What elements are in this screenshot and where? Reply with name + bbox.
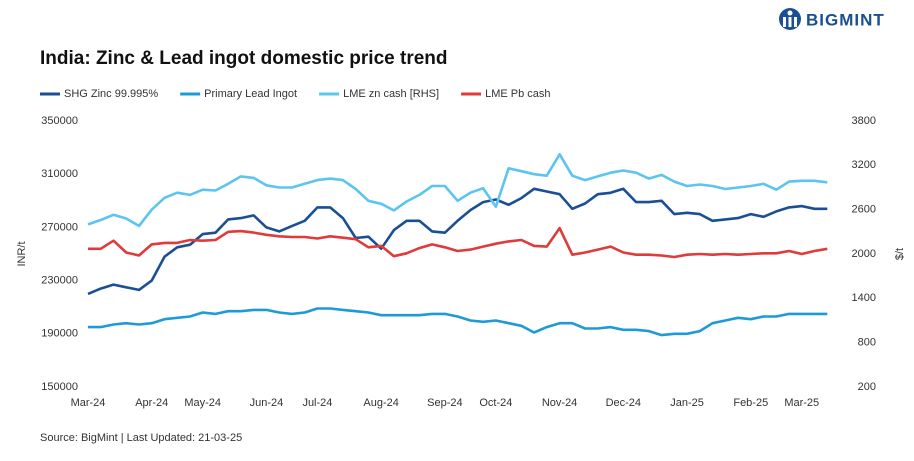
legend-label: LME zn cash [RHS] — [343, 88, 439, 100]
y-tick-label: 310000 — [41, 168, 78, 180]
x-tick-label: Nov-24 — [542, 397, 577, 409]
x-tick-label: Jan-25 — [670, 397, 704, 409]
source-note: Source: BigMint | Last Updated: 21-03-25 — [40, 432, 242, 444]
series-line — [88, 226, 828, 259]
logo-bar — [794, 17, 797, 27]
logo-bar — [788, 17, 792, 27]
chart-title: India: Zinc & Lead ingot domestic price … — [40, 48, 448, 69]
logo-head — [787, 10, 793, 16]
x-tick-label: Sep-24 — [427, 397, 462, 409]
x-tick-label: Oct-24 — [479, 397, 512, 409]
series-line — [87, 153, 828, 228]
y2-tick-label: 200 — [858, 381, 876, 393]
y-tick-label: 150000 — [41, 381, 78, 393]
y2-tick-label: 800 — [858, 337, 876, 349]
legend-label: SHG Zinc 99.995% — [64, 88, 158, 100]
series-line — [87, 187, 828, 296]
x-tick-label: Jun-24 — [250, 397, 284, 409]
logo-icon — [779, 8, 801, 30]
x-tick-label: Apr-24 — [135, 397, 168, 409]
x-tick-label: Mar-25 — [784, 397, 819, 409]
y-tick-label: 230000 — [41, 275, 78, 287]
series-line — [88, 307, 828, 337]
y-axis-label: INR/t — [16, 241, 28, 266]
logo-text: BIGMINT — [806, 10, 885, 29]
x-tick-label: Aug-24 — [363, 397, 398, 409]
y2-axis-label: $/t — [894, 248, 906, 260]
x-tick-label: Jul-24 — [302, 397, 332, 409]
y2-tick-label: 3200 — [852, 159, 876, 171]
legend-label: Primary Lead Ingot — [204, 88, 297, 100]
y2-tick-label: 1400 — [852, 292, 876, 304]
x-tick-label: Feb-25 — [733, 397, 768, 409]
y-tick-label: 350000 — [41, 115, 78, 127]
x-tick-label: May-24 — [184, 397, 221, 409]
y2-tick-label: 2000 — [852, 248, 876, 260]
y-tick-label: 270000 — [41, 221, 78, 233]
x-tick-label: Dec-24 — [606, 397, 641, 409]
x-tick-label: Mar-24 — [71, 397, 106, 409]
y2-tick-label: 3800 — [852, 115, 876, 127]
logo-bar — [783, 17, 786, 27]
y2-tick-label: 2600 — [852, 204, 876, 216]
y-tick-label: 190000 — [41, 328, 78, 340]
legend-label: LME Pb cash — [485, 88, 550, 100]
